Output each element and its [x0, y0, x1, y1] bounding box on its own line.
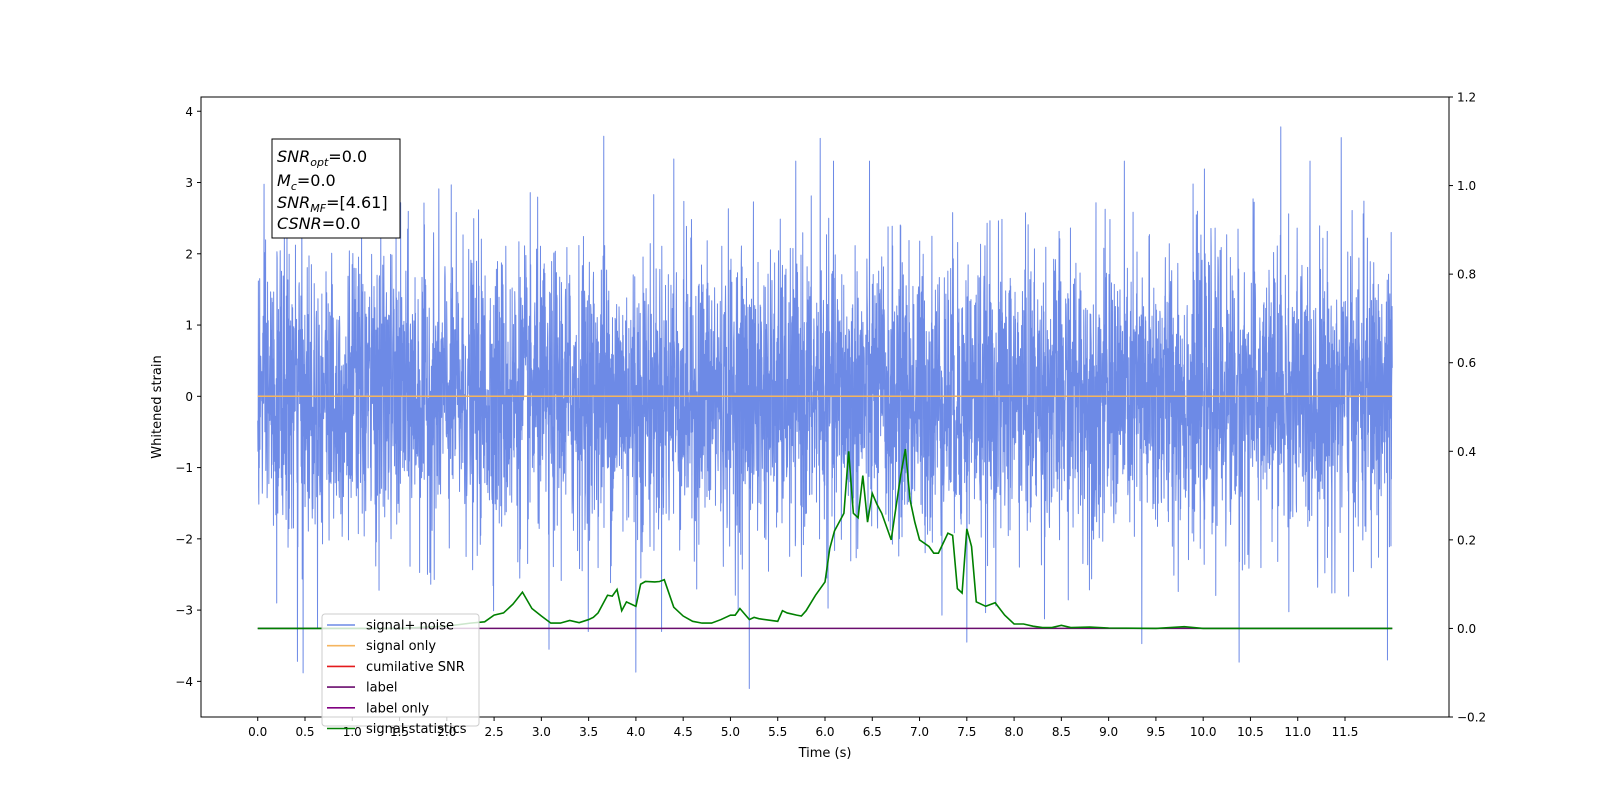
snr-mf-text: SNRMF=[4.61] — [277, 193, 388, 215]
y-left-tick-label: 0 — [185, 390, 193, 404]
y-right-tick-label: 0.6 — [1457, 356, 1476, 370]
y-right-tick-label: 0.4 — [1457, 445, 1476, 459]
y-right-tick-label: 0.0 — [1457, 622, 1476, 636]
x-tick-label: 4.0 — [626, 725, 645, 739]
snr-opt-text: SNRopt=0.0 — [277, 147, 367, 169]
y-axis-label: Whitened strain — [150, 355, 165, 458]
x-tick-label: 3.0 — [532, 725, 551, 739]
y-left-tick-label: −4 — [175, 675, 193, 689]
y-left-tick-label: 3 — [185, 176, 193, 190]
y-left-tick-label: −2 — [175, 532, 193, 546]
mc-text: Mc=0.0 — [277, 171, 336, 193]
y-right-tick-label: 1.0 — [1457, 179, 1476, 193]
legend-label-label-only: label only — [366, 701, 429, 716]
y-left-tick-label: −1 — [175, 461, 193, 475]
legend-label-signal-statistics: signal statistics — [366, 722, 467, 737]
annotation-box — [271, 138, 401, 239]
x-tick-label: 7.0 — [910, 725, 929, 739]
x-tick-label: 6.0 — [815, 725, 834, 739]
legend-box — [321, 613, 480, 727]
metrics-annotation: SNRopt=0.0 Mc=0.0 SNRMF=[4.61] CSNR=0.0 — [271, 138, 401, 239]
x-tick-label: 8.5 — [1052, 725, 1071, 739]
x-tick-label: 8.0 — [1005, 725, 1024, 739]
signal-noise-line — [257, 126, 1393, 689]
y-right-tick-label: 1.2 — [1457, 91, 1476, 105]
x-tick-label: 0.0 — [248, 725, 267, 739]
x-tick-label: 10.5 — [1237, 725, 1264, 739]
y-left-tick-label: 4 — [185, 105, 193, 119]
x-tick-label: 1.0 — [343, 725, 362, 739]
x-tick-label: 0.5 — [295, 725, 314, 739]
y-left-tick-label: 1 — [185, 319, 193, 333]
legend: signal+ noise signal only cumilative SNR la… — [321, 613, 480, 737]
legend-label-cumulative-snr: cumilative SNR — [366, 660, 465, 675]
x-tick-label: 3.5 — [579, 725, 598, 739]
x-tick-label: 11.5 — [1332, 725, 1359, 739]
x-tick-label: 5.0 — [721, 725, 740, 739]
x-tick-label: 7.5 — [957, 725, 976, 739]
x-tick-label: 11.0 — [1284, 725, 1311, 739]
x-tick-label: 1.5 — [390, 725, 409, 739]
x-tick-label: 10.0 — [1190, 725, 1217, 739]
signal-noise-series — [257, 126, 1393, 689]
x-tick-label: 9.0 — [1099, 725, 1118, 739]
x-tick-label: 5.5 — [768, 725, 787, 739]
signal-statistics-line — [257, 448, 1393, 630]
x-tick-label: 2.5 — [485, 725, 504, 739]
y-left-tick-label: −3 — [175, 604, 193, 618]
y-left-tick-label: 2 — [185, 247, 193, 261]
x-tick-label: 9.5 — [1146, 725, 1165, 739]
x-tick-label: 6.5 — [863, 725, 882, 739]
y-right-tick-label: 0.8 — [1457, 268, 1476, 282]
x-axis-label: Time (s) — [798, 746, 852, 761]
x-tick-label: 4.5 — [674, 725, 693, 739]
legend-label-signal-noise: signal+ noise — [366, 619, 454, 634]
legend-label-label: label — [366, 681, 397, 696]
y-right-tick-label: 0.2 — [1457, 533, 1476, 547]
y-right-tick-label: −0.2 — [1457, 711, 1486, 725]
x-tick-label: 2.0 — [437, 725, 456, 739]
legend-label-signal-only: signal only — [366, 639, 436, 654]
csnr-text: CSNR=0.0 — [277, 214, 361, 233]
